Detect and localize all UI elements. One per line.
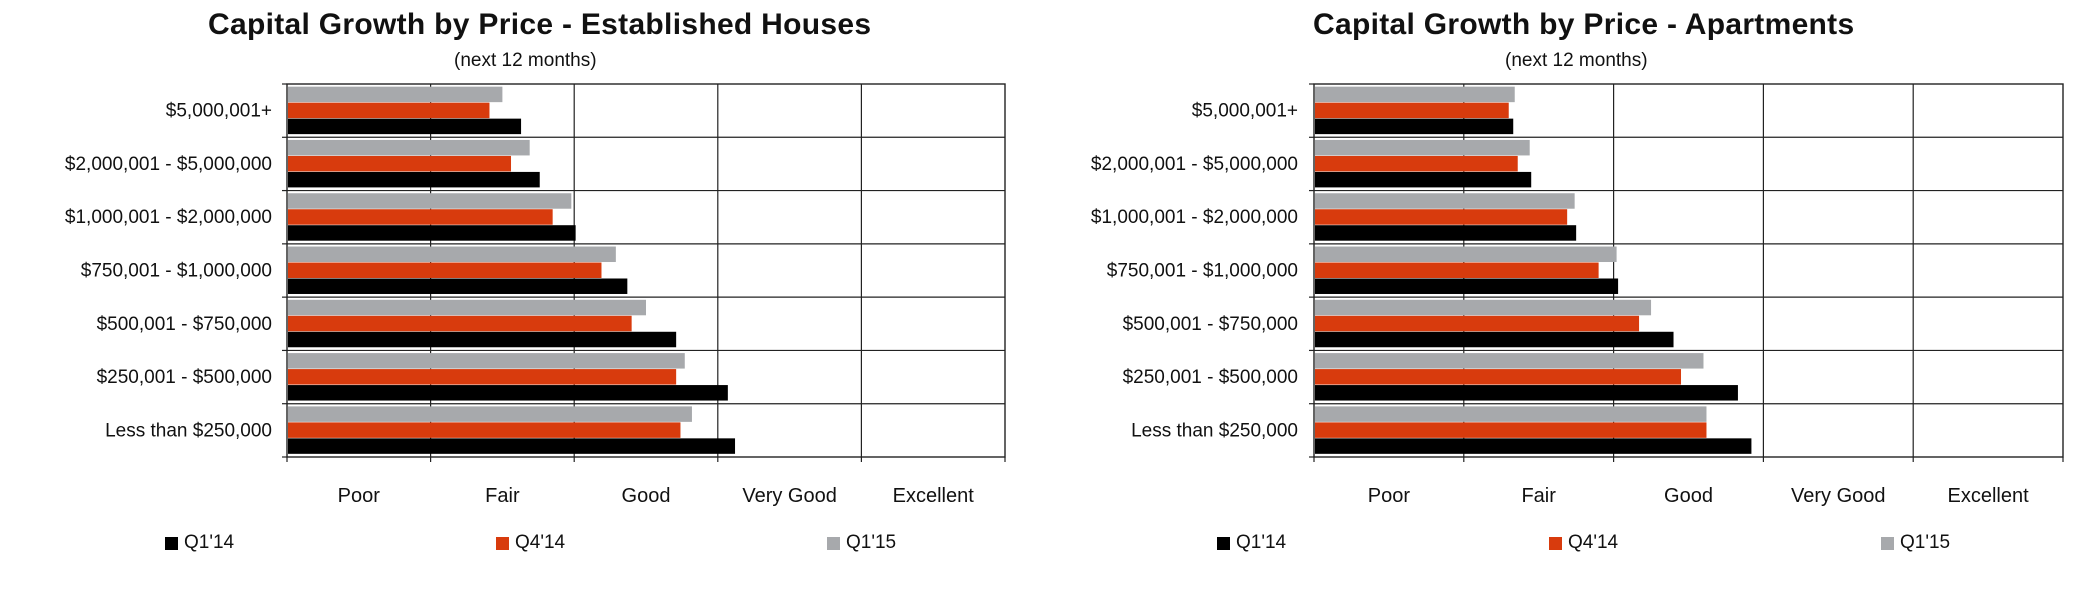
bar-q4-14-less-than-250-000 <box>288 422 681 438</box>
legend-swatch-q1-14 <box>165 536 178 550</box>
bar-q1-15-250-001-500-000 <box>288 353 685 369</box>
legend-swatch-q4-14 <box>496 536 509 550</box>
bar-q1-14-1-000-001-2-000-000 <box>1315 225 1577 241</box>
legend-item-q4-14: Q4'14 <box>496 532 565 554</box>
plot-frame <box>286 83 1006 458</box>
bar-q4-14-less-than-250-000 <box>1315 422 1707 438</box>
bar-q1-14-less-than-250-000 <box>288 438 736 454</box>
chart-plot-apartments: $5,000,001+ $2,000,001 - $5,000,000 $1,000… <box>1091 83 2064 507</box>
bar-q1-15-250-001-500-000 <box>1315 353 1704 369</box>
bar-q1-15-2-000-001-5-000-000 <box>1315 139 1530 156</box>
bar-q1-14-2-000-001-5-000-000 <box>288 171 540 188</box>
bar-q1-14-5-000-001 <box>288 118 522 135</box>
legend-label-q1-15: Q1'15 <box>846 532 897 553</box>
bar-q1-14-250-001-500-000 <box>1315 385 1738 401</box>
legend-label-q1-14: Q1'14 <box>184 532 235 553</box>
y-tick-label: $1,000,001 - $2,000,000 <box>65 207 272 228</box>
x-tick-label: Very Good <box>742 485 837 507</box>
legend-apartments: Q1'14 Q4'14 Q1'15 <box>1040 532 2081 562</box>
legend-label-q1-14: Q1'14 <box>1236 532 1287 553</box>
bar-q1-14-750-001-1-000-000 <box>1315 278 1619 294</box>
chart-panel-houses: Capital Growth by Price - Established Ho… <box>0 0 1040 597</box>
bar-q4-14-250-001-500-000 <box>1315 369 1682 385</box>
x-tick-label: Fair <box>485 485 520 507</box>
x-tick-label: Good <box>622 485 671 507</box>
bar-q1-15-5-000-001 <box>288 86 503 103</box>
x-tick-label: Very Good <box>1791 485 1886 507</box>
bar-q4-14-500-001-750-000 <box>288 315 632 332</box>
bar-q1-15-750-001-1-000-000 <box>1315 246 1617 263</box>
x-tick-label: Fair <box>1521 485 1556 507</box>
legend-item-q1-14: Q1'14 <box>1217 532 1286 554</box>
y-tick-label: $5,000,001+ <box>1192 101 1298 122</box>
bar-q4-14-1-000-001-2-000-000 <box>1315 209 1568 225</box>
x-tick-label: Excellent <box>1948 485 2030 507</box>
legend-item-q1-14: Q1'14 <box>165 532 234 554</box>
y-tick-label: $250,001 - $500,000 <box>1123 367 1298 388</box>
legend-swatch-q1-14 <box>1217 536 1230 550</box>
bar-q1-15-5-000-001 <box>1315 86 1515 103</box>
legend-label-q4-14: Q4'14 <box>1568 532 1619 553</box>
x-tick-label: Poor <box>1368 485 1411 507</box>
bar-q4-14-2-000-001-5-000-000 <box>288 155 512 172</box>
bar-q1-14-1-000-001-2-000-000 <box>288 225 576 241</box>
legend-swatch-q4-14 <box>1549 536 1562 550</box>
bar-q1-14-5-000-001 <box>1315 118 1514 135</box>
bar-q1-14-500-001-750-000 <box>1315 331 1674 348</box>
chart-title-apartments: Capital Growth by Price - Apartments <box>1313 8 1855 41</box>
bar-q1-15-500-001-750-000 <box>1315 299 1652 316</box>
legend-swatch-q1-15 <box>827 536 840 550</box>
bar-q1-14-750-001-1-000-000 <box>288 278 628 294</box>
y-tick-label: $2,000,001 - $5,000,000 <box>1091 154 1298 175</box>
bar-q1-14-less-than-250-000 <box>1315 438 1752 454</box>
bar-q4-14-750-001-1-000-000 <box>288 262 602 278</box>
y-tick-label: $500,001 - $750,000 <box>1123 314 1298 335</box>
y-tick-label: $250,001 - $500,000 <box>97 367 272 388</box>
legend-label-q4-14: Q4'14 <box>515 532 566 553</box>
legend-swatch-q1-15 <box>1881 536 1894 550</box>
bar-q1-14-500-001-750-000 <box>288 331 677 348</box>
bar-q1-15-1-000-001-2-000-000 <box>288 193 572 209</box>
bar-q1-15-500-001-750-000 <box>288 299 646 316</box>
y-tick-label: Less than $250,000 <box>105 420 272 441</box>
chart-subtitle-apartments: (next 12 months) <box>1505 50 1648 71</box>
bar-q1-15-2-000-001-5-000-000 <box>288 139 530 156</box>
x-tick-label: Poor <box>338 485 381 507</box>
chart-panel-apartments: Capital Growth by Price - Apartments (ne… <box>1040 0 2081 597</box>
chart-title-houses: Capital Growth by Price - Established Ho… <box>208 8 872 41</box>
x-tick-label: Good <box>1664 485 1713 507</box>
bar-q1-15-750-001-1-000-000 <box>288 246 616 263</box>
y-tick-label: $1,000,001 - $2,000,000 <box>1091 207 1298 228</box>
y-tick-label: $2,000,001 - $5,000,000 <box>65 154 272 175</box>
legend-item-q1-15: Q1'15 <box>827 532 896 554</box>
bar-q4-14-5-000-001 <box>288 102 490 119</box>
chart-subtitle-houses: (next 12 months) <box>454 50 597 71</box>
y-tick-label: $500,001 - $750,000 <box>97 314 272 335</box>
legend-item-q1-15: Q1'15 <box>1881 532 1950 554</box>
bar-q4-14-1-000-001-2-000-000 <box>288 209 553 225</box>
bar-q1-15-less-than-250-000 <box>1315 406 1707 422</box>
y-tick-label: $5,000,001+ <box>166 101 272 122</box>
legend-label-q1-15: Q1'15 <box>1900 532 1951 553</box>
plot-frame <box>1313 83 2064 458</box>
bar-q1-14-2-000-001-5-000-000 <box>1315 171 1532 188</box>
y-tick-label: Less than $250,000 <box>1131 420 1298 441</box>
legend-item-q4-14: Q4'14 <box>1549 532 1618 554</box>
bar-q4-14-2-000-001-5-000-000 <box>1315 155 1518 172</box>
bar-q1-15-1-000-001-2-000-000 <box>1315 193 1575 209</box>
chart-plot-houses: $5,000,001+ $2,000,001 - $5,000,000 $1,000… <box>65 83 1006 507</box>
y-tick-label: $750,001 - $1,000,000 <box>1107 261 1298 282</box>
bar-q1-15-less-than-250-000 <box>288 406 692 422</box>
legend-houses: Q1'14 Q4'14 Q1'15 <box>0 532 1040 562</box>
bar-q1-14-250-001-500-000 <box>288 385 728 401</box>
y-tick-label: $750,001 - $1,000,000 <box>81 261 272 282</box>
bar-q4-14-250-001-500-000 <box>288 369 677 385</box>
bar-q4-14-750-001-1-000-000 <box>1315 262 1599 278</box>
x-tick-label: Excellent <box>893 485 975 507</box>
bar-q4-14-500-001-750-000 <box>1315 315 1640 332</box>
bar-q4-14-5-000-001 <box>1315 102 1509 119</box>
